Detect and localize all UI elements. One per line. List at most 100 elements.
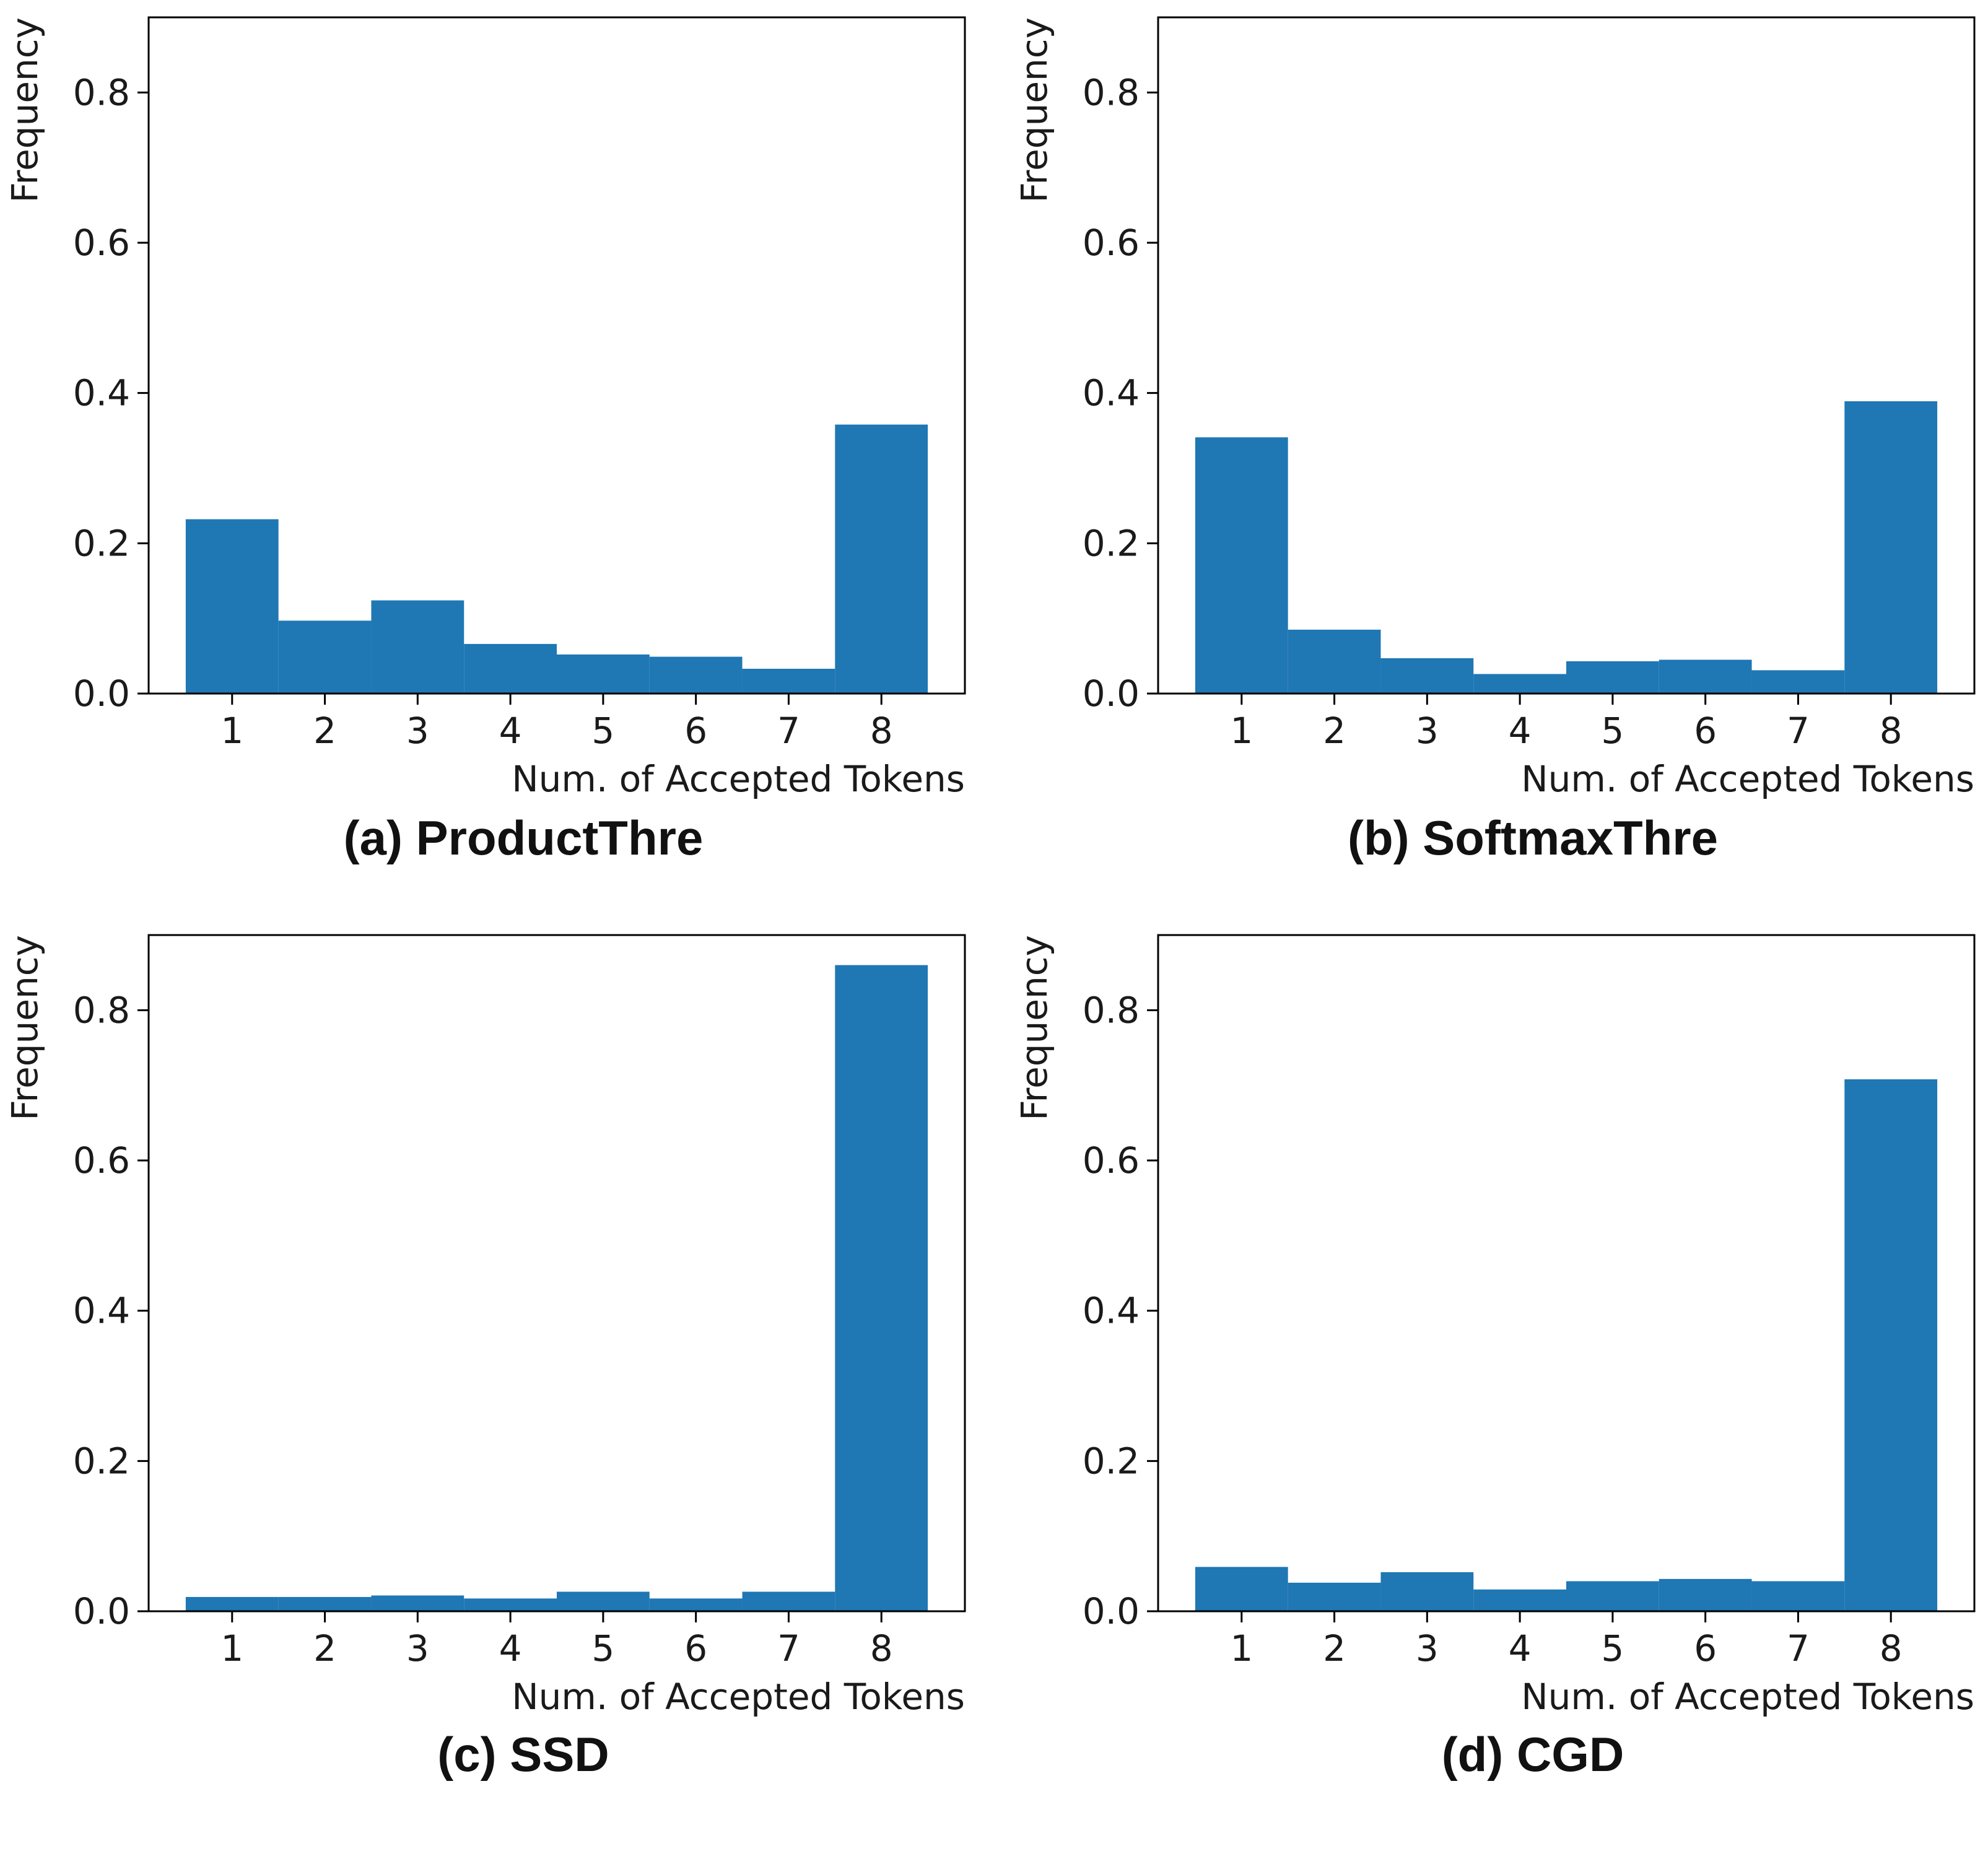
bar-8 [1844, 401, 1938, 694]
bar-4 [1473, 674, 1566, 694]
y-axis-label: Frequency [4, 935, 46, 1121]
bar-2 [278, 1596, 372, 1611]
x-tick-label: 2 [1323, 710, 1346, 752]
chart-panel-1: 0.0 0.2 0.4 0.6 0.8 1 2 3 4 5 6 7 8 Num. of Accepted … [4, 16, 966, 865]
x-tick-label: 4 [499, 710, 522, 752]
y-tick-label: 0.4 [73, 372, 130, 414]
y-tick-label: 0.8 [1083, 71, 1140, 113]
panel-caption: (b) SoftmaxThre [1348, 811, 1718, 865]
x-tick-label: 6 [684, 1627, 707, 1669]
x-tick-label: 4 [499, 1627, 522, 1669]
bar-7 [742, 668, 835, 694]
bar-2 [278, 620, 372, 694]
bar-5 [557, 654, 650, 694]
x-tick-label: 4 [1509, 1627, 1532, 1669]
y-axis-label: Frequency [1013, 17, 1055, 203]
x-tick-label: 7 [777, 1627, 800, 1669]
x-tick-label: 1 [220, 1627, 243, 1669]
bar-7 [1751, 670, 1845, 694]
axes-frame [147, 934, 966, 1612]
y-tick-label: 0.8 [73, 989, 130, 1031]
x-axis-label: Num. of Accepted Tokens [1521, 1676, 1974, 1718]
bar-6 [1659, 659, 1752, 694]
bar-3 [1380, 658, 1474, 694]
x-tick-label: 3 [406, 1627, 429, 1669]
y-tick-label: 0.2 [1083, 522, 1140, 564]
x-axis-label: Num. of Accepted Tokens [1521, 758, 1974, 800]
chart-panel-3: 0.0 0.2 0.4 0.6 0.8 1 2 3 4 5 6 7 8 Num. of Accepted … [4, 934, 966, 1782]
x-tick-label: 8 [870, 710, 893, 752]
bar-5 [557, 1591, 650, 1611]
axes-frame [147, 16, 966, 695]
y-tick-label: 0.6 [73, 1139, 130, 1182]
bar-6 [649, 656, 743, 694]
x-tick-label: 1 [1230, 1627, 1253, 1669]
bar-1 [1195, 1567, 1288, 1611]
bar-2 [1288, 1582, 1381, 1611]
bar-4 [464, 1598, 557, 1611]
x-tick-label: 6 [1694, 1627, 1717, 1669]
axes-frame [1157, 16, 1976, 695]
bar-2 [1288, 629, 1381, 694]
x-tick-label: 3 [406, 710, 429, 752]
bar-5 [1566, 1581, 1659, 1611]
y-tick-label: 0.2 [73, 1440, 130, 1482]
x-tick-label: 8 [1880, 1627, 1903, 1669]
y-tick-label: 0.0 [1083, 1590, 1140, 1632]
y-tick-label: 0.0 [1083, 672, 1140, 715]
y-tick-label: 0.4 [73, 1290, 130, 1332]
x-tick-label: 3 [1416, 1627, 1439, 1669]
x-tick-label: 5 [1601, 1627, 1624, 1669]
bar-6 [649, 1598, 743, 1611]
bar-4 [1473, 1589, 1566, 1611]
bar-3 [1380, 1572, 1474, 1611]
bar-1 [185, 519, 279, 694]
bar-3 [371, 1595, 464, 1611]
x-tick-label: 2 [313, 710, 336, 752]
bar-8 [835, 424, 928, 694]
bar-1 [1195, 437, 1288, 694]
x-tick-label: 8 [1880, 710, 1903, 752]
x-tick-label: 7 [1787, 710, 1810, 752]
x-tick-label: 3 [1416, 710, 1439, 752]
x-tick-label: 1 [220, 710, 243, 752]
y-tick-label: 0.0 [73, 1590, 130, 1632]
bar-7 [742, 1591, 835, 1611]
y-tick-label: 0.6 [1083, 1139, 1140, 1182]
x-tick-label: 8 [870, 1627, 893, 1669]
bar-1 [185, 1596, 279, 1611]
x-tick-label: 6 [684, 710, 707, 752]
bar-3 [371, 600, 464, 694]
bar-8 [1844, 1079, 1938, 1611]
x-axis-label: Num. of Accepted Tokens [512, 758, 965, 800]
x-tick-label: 1 [1230, 710, 1253, 752]
y-tick-label: 0.4 [1083, 372, 1140, 414]
y-tick-label: 0.2 [73, 522, 130, 564]
bar-5 [1566, 661, 1659, 694]
y-axis-label: Frequency [4, 17, 46, 203]
bar-4 [464, 643, 557, 694]
x-tick-label: 4 [1509, 710, 1532, 752]
chart-panel-2: 0.0 0.2 0.4 0.6 0.8 1 2 3 4 5 6 7 8 Num. of Accepted … [1013, 16, 1976, 865]
x-tick-label: 7 [777, 710, 800, 752]
x-tick-label: 5 [1601, 710, 1624, 752]
x-tick-label: 5 [591, 710, 614, 752]
y-tick-label: 0.2 [1083, 1440, 1140, 1482]
y-axis-label: Frequency [1013, 935, 1055, 1121]
panel-caption: (c) SSD [437, 1727, 609, 1782]
panel-caption: (a) ProductThre [344, 811, 704, 865]
x-tick-label: 6 [1694, 710, 1717, 752]
y-tick-label: 0.8 [1083, 989, 1140, 1031]
chart-panel-4: 0.0 0.2 0.4 0.6 0.8 1 2 3 4 5 6 7 8 Num. of Accepted … [1013, 934, 1976, 1782]
bar-8 [835, 965, 928, 1611]
y-tick-label: 0.6 [1083, 222, 1140, 264]
x-tick-label: 5 [591, 1627, 614, 1669]
x-axis-label: Num. of Accepted Tokens [512, 1676, 965, 1718]
bar-6 [1659, 1578, 1752, 1611]
y-tick-label: 0.0 [73, 672, 130, 715]
x-tick-label: 2 [313, 1627, 336, 1669]
axes-frame [1157, 934, 1976, 1612]
bar-7 [1751, 1581, 1845, 1611]
x-tick-label: 2 [1323, 1627, 1346, 1669]
